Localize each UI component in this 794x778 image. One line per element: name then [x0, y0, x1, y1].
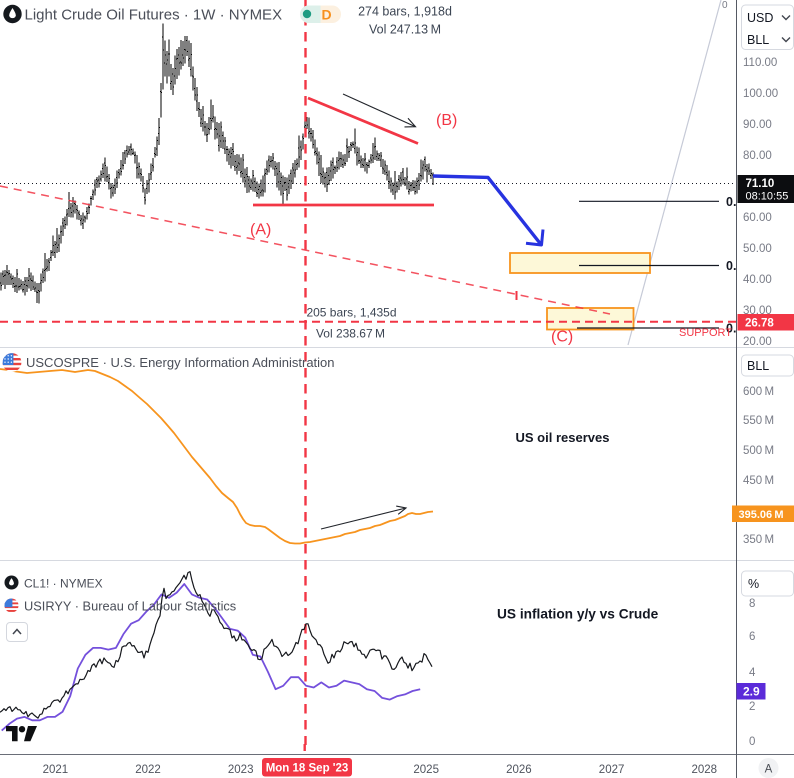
- svg-text:60.00: 60.00: [743, 212, 772, 224]
- svg-text:550 M: 550 M: [743, 415, 774, 427]
- svg-text:600 M: 600 M: [743, 386, 774, 398]
- svg-text:US inflation y/y vs Crude: US inflation y/y vs Crude: [497, 607, 659, 622]
- svg-text:2026: 2026: [506, 764, 532, 776]
- svg-text:USCOSPRE · U.S. Energy Informa: USCOSPRE · U.S. Energy Information Admin…: [26, 355, 335, 370]
- svg-text:(B): (B): [436, 112, 457, 129]
- svg-text:26.78: 26.78: [745, 318, 774, 330]
- svg-text:2027: 2027: [599, 764, 625, 776]
- svg-text:US oil reserves: US oil reserves: [516, 430, 610, 445]
- svg-text:274 bars, 1,918d: 274 bars, 1,918d: [358, 5, 452, 19]
- svg-text:0.: 0.: [726, 195, 736, 209]
- svg-text:0: 0: [749, 736, 755, 748]
- svg-text:Vol 247.13 M: Vol 247.13 M: [369, 23, 441, 37]
- svg-text:20.00: 20.00: [743, 336, 772, 348]
- svg-text:2021: 2021: [43, 764, 69, 776]
- svg-text:2025: 2025: [413, 764, 439, 776]
- svg-text:80.00: 80.00: [743, 150, 772, 162]
- svg-text:205 bars, 1,435d: 205 bars, 1,435d: [306, 306, 396, 320]
- svg-text:8: 8: [749, 598, 755, 610]
- svg-text:Mon 18 Sep '23: Mon 18 Sep '23: [266, 763, 349, 775]
- svg-text:A: A: [765, 764, 773, 776]
- svg-text:395.06 M: 395.06 M: [739, 509, 784, 521]
- svg-text:2.9: 2.9: [743, 685, 760, 699]
- svg-text:500 M: 500 M: [743, 445, 774, 457]
- svg-text:50.00: 50.00: [743, 243, 772, 255]
- svg-text:110.00: 110.00: [743, 57, 777, 69]
- svg-text:2028: 2028: [692, 764, 718, 776]
- svg-text:%: %: [748, 577, 759, 591]
- svg-text:Light Crude Oil Futures · 1W ·: Light Crude Oil Futures · 1W · NYMEX: [25, 7, 283, 24]
- svg-text:BLL: BLL: [747, 359, 769, 373]
- svg-text:100.00: 100.00: [743, 88, 778, 100]
- svg-text:BLL: BLL: [747, 33, 769, 47]
- svg-text:2022: 2022: [135, 764, 161, 776]
- svg-text:Vol 238.67 M: Vol 238.67 M: [316, 327, 385, 341]
- svg-text:08:10:55: 08:10:55: [746, 191, 789, 203]
- svg-text:2023: 2023: [228, 764, 254, 776]
- svg-text:0.: 0.: [726, 259, 736, 273]
- svg-text:USIRYY · Bureau of Labour Stat: USIRYY · Bureau of Labour Statistics: [24, 599, 236, 614]
- svg-text:D: D: [322, 7, 332, 23]
- svg-text:CL1! · NYMEX: CL1! · NYMEX: [24, 577, 103, 591]
- svg-text:USD: USD: [747, 11, 773, 25]
- svg-text:SUPPORT: SUPPORT: [679, 327, 732, 339]
- svg-text:0: 0: [722, 0, 728, 11]
- svg-text:(C): (C): [551, 329, 573, 346]
- svg-text:(A): (A): [250, 222, 271, 239]
- svg-text:90.00: 90.00: [743, 119, 772, 131]
- svg-text:0.: 0.: [726, 322, 736, 336]
- svg-text:71.10: 71.10: [746, 178, 775, 190]
- svg-text:6: 6: [749, 631, 755, 643]
- svg-text:350 M: 350 M: [743, 534, 774, 546]
- svg-text:4: 4: [749, 667, 756, 679]
- svg-text:450 M: 450 M: [743, 475, 774, 487]
- svg-text:2: 2: [749, 701, 755, 713]
- svg-text:40.00: 40.00: [743, 274, 772, 286]
